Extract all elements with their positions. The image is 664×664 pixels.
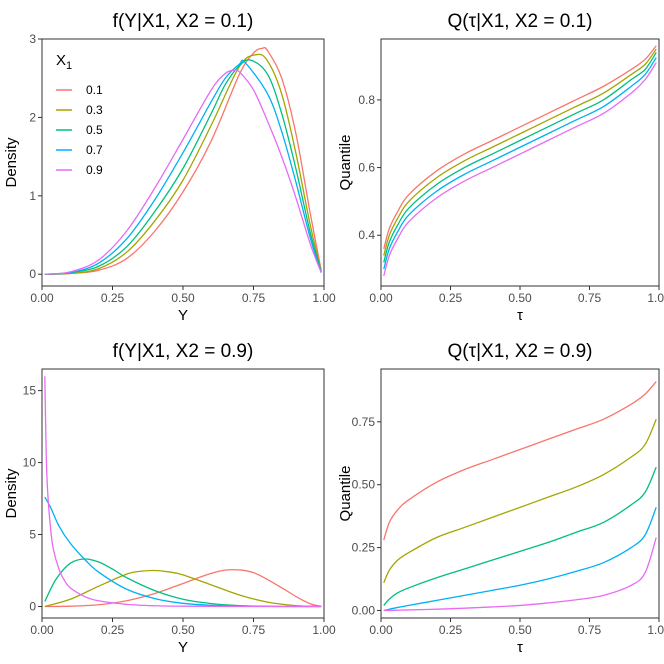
series-line-x1-0.7 <box>44 496 322 608</box>
series-line-x1-0.5 <box>383 466 657 606</box>
y-tick-label: 3 <box>29 32 36 46</box>
series-line-x1-0.1 <box>44 569 322 608</box>
x-tick-label: 0.00 <box>30 623 54 637</box>
series-line-x1-0.5 <box>44 558 322 608</box>
y-tick-label: 0.6 <box>358 161 375 175</box>
panel-frame <box>41 38 325 287</box>
x-tick-label: 0.75 <box>578 291 602 305</box>
y-axis-label: Density <box>3 468 20 519</box>
y-tick-label: 0.4 <box>358 228 375 242</box>
series-line-x1-0.3 <box>44 569 322 608</box>
x-axis-label: Y <box>178 307 188 324</box>
x-tick-label: 1.00 <box>647 623 664 637</box>
x-tick-label: 0.50 <box>171 291 195 305</box>
y-tick-label: 0 <box>29 599 36 613</box>
x-axis-label: τ <box>517 639 523 656</box>
series-line-x1-0.3 <box>383 48 657 256</box>
series-line-x1-0.9 <box>44 69 322 275</box>
series-line-x1-0.5 <box>44 59 322 275</box>
x-tick-label: 0.25 <box>439 291 463 305</box>
series-line-x1-0.1 <box>44 46 322 275</box>
x-tick-label: 0.25 <box>101 623 125 637</box>
panel-title: f(Y|X1, X2 = 0.1) <box>113 11 254 32</box>
x-tick-label: 0.00 <box>30 291 54 305</box>
series-line-x1-0.3 <box>44 53 322 275</box>
y-tick-label: 2 <box>29 110 36 124</box>
legend-label: 0.3 <box>86 103 103 117</box>
y-tick-label: 0.25 <box>352 541 376 555</box>
panel-frame <box>41 368 325 619</box>
x-axis-label: τ <box>517 307 523 324</box>
series-line-x1-0.7 <box>383 507 657 612</box>
series-line-x1-0.7 <box>44 59 322 275</box>
series-line-x1-0.7 <box>383 57 657 270</box>
series-line-x1-0.9 <box>44 376 322 608</box>
y-tick-label: 1 <box>29 189 36 203</box>
legend: X1 0.1 0.3 0.5 0.7 0.9 <box>56 52 103 177</box>
y-tick-label: 0.50 <box>352 478 376 492</box>
series-line-x1-0.3 <box>383 419 657 584</box>
y-tick-label: 0.75 <box>352 415 376 429</box>
x-tick-label: 0.75 <box>242 291 266 305</box>
series-line-x1-0.1 <box>383 381 657 541</box>
y-tick-label: 15 <box>23 384 37 398</box>
panel-4: Q(τ|X1, X2 = 0.9) 0.00 0.25 0.50 0.75 1.00 0.0… <box>337 341 664 656</box>
x-tick-label: 0.25 <box>101 291 125 305</box>
x-tick-label: 0.50 <box>508 623 532 637</box>
y-tick-label: 0.00 <box>352 603 376 617</box>
legend-label: 0.1 <box>86 83 103 97</box>
legend-label: 0.5 <box>86 123 103 137</box>
y-axis-label: Density <box>3 137 20 188</box>
panel-frame <box>380 368 660 619</box>
x-tick-label: 0.00 <box>369 623 393 637</box>
panel-title: Q(τ|X1, X2 = 0.9) <box>448 341 593 362</box>
x-axis-label: Y <box>178 639 188 656</box>
series-line-x1-0.9 <box>383 62 657 277</box>
panel-1: f(Y|X1, X2 = 0.1) 0.00 0.25 0.50 0.75 1.00 0 1 2… <box>3 11 336 324</box>
x-tick-label: 1.00 <box>647 291 664 305</box>
series-line-x1-0.9 <box>383 537 657 612</box>
y-axis-label: Quantile <box>337 135 354 191</box>
x-tick-label: 0.75 <box>578 623 602 637</box>
x-tick-label: 1.00 <box>312 623 336 637</box>
y-tick-label: 10 <box>23 456 37 470</box>
panel-frame <box>380 38 660 287</box>
panel-2: Q(τ|X1, X2 = 0.1) 0.00 0.25 0.50 0.75 1.00 0.4… <box>337 11 664 324</box>
y-tick-label: 0.8 <box>358 93 375 107</box>
x-tick-label: 0.50 <box>508 291 532 305</box>
panel-title: f(Y|X1, X2 = 0.9) <box>113 341 254 362</box>
x-tick-label: 0.00 <box>369 291 393 305</box>
y-axis-label: Quantile <box>337 466 354 522</box>
x-tick-label: 0.50 <box>171 623 195 637</box>
legend-label: 0.9 <box>86 163 103 177</box>
x-tick-label: 1.00 <box>312 291 336 305</box>
y-tick-label: 5 <box>29 528 36 542</box>
y-tick-label: 0 <box>29 267 36 281</box>
panel-title: Q(τ|X1, X2 = 0.1) <box>448 11 593 32</box>
series-line-x1-0.5 <box>383 52 657 263</box>
legend-label: 0.7 <box>86 143 103 157</box>
panel-3: f(Y|X1, X2 = 0.9) 0.00 0.25 0.50 0.75 1.00 0 5 1… <box>3 341 336 656</box>
x-tick-label: 0.75 <box>242 623 266 637</box>
legend-title: X1 <box>56 52 72 72</box>
x-tick-label: 0.25 <box>439 623 463 637</box>
series-line-x1-0.1 <box>383 45 657 249</box>
